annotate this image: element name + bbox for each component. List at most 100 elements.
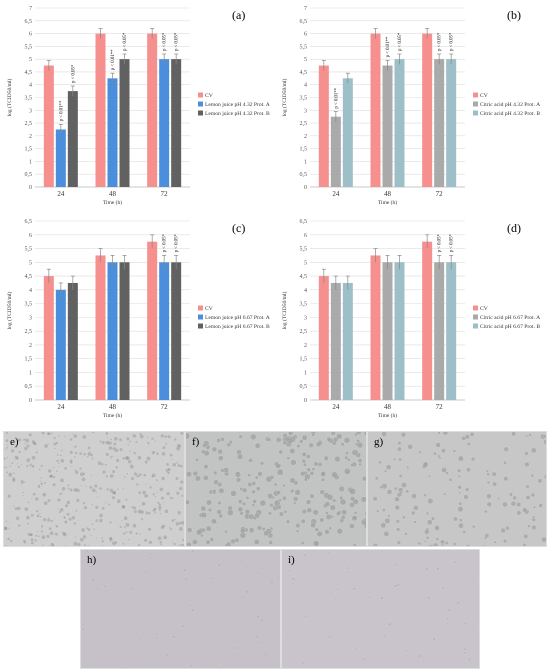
cell-mark [306, 454, 311, 459]
cell-mark [372, 545, 376, 546]
cell-mark [191, 550, 195, 553]
cell-mark [268, 540, 273, 545]
cell-mark [125, 619, 127, 621]
cell-mark [320, 471, 327, 477]
cell-mark [477, 631, 479, 634]
cell-mark [394, 504, 401, 511]
cell-mark [260, 461, 265, 466]
cell-mark [207, 507, 213, 513]
cell-mark [216, 438, 222, 443]
y-tick-label: 4,5 [300, 70, 308, 76]
cell-mark [75, 498, 80, 503]
cell-mark [80, 484, 83, 487]
cell-mark [381, 432, 387, 437]
chart-panel-b: 0 0,5 1 1,5 2 2,5 3 3,5 4 4,5 5 5,5 6 6,5 7 log (TCID50… [281, 6, 540, 206]
cell-mark [217, 448, 223, 455]
micrograph-f-image [186, 432, 366, 546]
cell-mark [289, 477, 296, 484]
cell-mark [284, 436, 291, 442]
cell-mark [111, 455, 115, 458]
cell-mark [5, 520, 8, 523]
cell-mark [30, 537, 34, 542]
bar-citric_a-48 [382, 262, 393, 400]
legend-swatch-citric_a [473, 101, 478, 107]
cell-mark [31, 455, 36, 461]
chart-panel-a: 0 0,5 1 1,5 2 2,5 3 3,5 4 4,5 5 5,5 6 6,5 7 log (TCID50… [6, 6, 270, 206]
cell-mark [356, 441, 364, 449]
cell-mark [139, 434, 145, 439]
cell-mark [114, 447, 119, 453]
cell-mark [145, 510, 149, 515]
cell-mark [155, 478, 159, 482]
cell-mark [100, 536, 104, 540]
cell-mark [101, 440, 105, 444]
cell-mark [316, 530, 323, 537]
cell-mark [261, 567, 264, 570]
cell-mark [148, 540, 153, 545]
cell-mark [396, 446, 402, 452]
cell-mark [101, 506, 106, 511]
cell-mark [157, 535, 162, 541]
cell-mark [132, 505, 137, 511]
cell-mark [168, 526, 171, 529]
cell-mark [60, 458, 65, 464]
legend-swatch-citric_b [473, 323, 478, 329]
cell-mark [128, 450, 132, 453]
charts-figure: 0 0,5 1 1,5 2 2,5 3 3,5 4 4,5 5 5,5 6 6,5 7 log (TCID50… [6, 6, 540, 419]
cell-mark [50, 519, 54, 523]
cell-mark [336, 433, 343, 440]
cell-mark [57, 498, 62, 503]
cell-mark [500, 527, 506, 534]
cell-mark [22, 494, 25, 497]
cell-mark [423, 493, 427, 497]
cell-mark [464, 434, 470, 440]
x-tick-label: 24 [332, 403, 340, 411]
cell-mark [6, 456, 9, 459]
cell-mark [66, 487, 70, 491]
cell-mark [128, 530, 133, 535]
cell-mark [336, 587, 339, 591]
cell-mark [132, 523, 137, 529]
panel-label: (b) [507, 8, 521, 22]
cell-mark [352, 587, 356, 591]
cell-mark [97, 461, 102, 466]
y-tick-label: 3,5 [300, 96, 308, 102]
cell-mark [384, 582, 387, 586]
cell-mark [59, 507, 64, 513]
cell-mark [382, 508, 386, 512]
cell-mark [158, 503, 162, 507]
legend-swatch-cv [198, 92, 203, 98]
cell-mark [502, 501, 508, 508]
cell-mark [406, 649, 410, 652]
cell-mark [108, 445, 113, 451]
cell-mark [15, 516, 20, 521]
cell-mark [276, 468, 284, 476]
y-tick-label: 1 [29, 370, 32, 376]
bar-lemon_a-72 [159, 59, 170, 188]
cell-mark [396, 567, 399, 570]
cell-mark [167, 434, 172, 439]
cell-mark [25, 515, 31, 520]
cell-mark [256, 615, 260, 619]
cell-mark [425, 511, 430, 516]
cell-mark [351, 617, 354, 620]
cell-mark [236, 579, 239, 582]
legend-entry: CV [480, 306, 488, 312]
cell-mark [142, 633, 145, 636]
cell-mark [39, 480, 43, 483]
cell-mark [170, 659, 174, 663]
cell-mark [25, 443, 30, 449]
cell-mark [38, 468, 42, 471]
cell-mark [127, 631, 130, 635]
cell-mark [423, 539, 427, 543]
bar-lemon_b-72 [171, 262, 182, 400]
cell-mark [230, 490, 237, 497]
cell-mark [472, 524, 476, 529]
cell-mark [108, 537, 114, 542]
cell-mark [122, 532, 126, 536]
cell-mark [474, 597, 477, 600]
cell-mark [150, 474, 154, 478]
cell-mark [110, 584, 113, 587]
cell-mark [148, 485, 153, 490]
cell-mark [23, 438, 27, 442]
